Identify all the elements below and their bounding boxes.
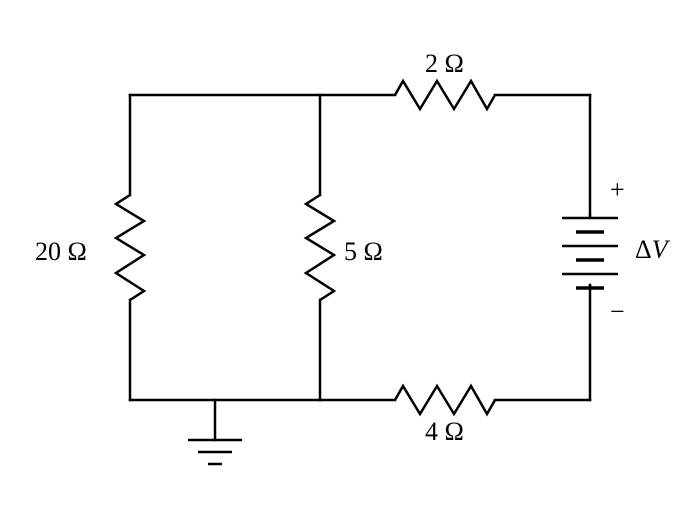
resistor-left — [116, 195, 144, 300]
label-r-mid: 5 Ω — [344, 237, 383, 266]
label-battery-minus: − — [610, 297, 625, 326]
resistor-mid — [306, 195, 334, 300]
label-r-top: 2 Ω — [425, 49, 464, 78]
label-battery-dv: ΔV — [635, 235, 671, 264]
label-r-bottom: 4 Ω — [425, 417, 464, 446]
circuit-diagram: 2 Ω 4 Ω 20 Ω 5 Ω + − ΔV — [0, 0, 700, 529]
resistor-bottom — [395, 386, 495, 414]
resistor-top — [395, 81, 495, 109]
label-r-left: 20 Ω — [35, 237, 87, 266]
battery — [562, 215, 618, 288]
ground-symbol — [188, 440, 242, 464]
label-battery-plus: + — [610, 175, 625, 204]
